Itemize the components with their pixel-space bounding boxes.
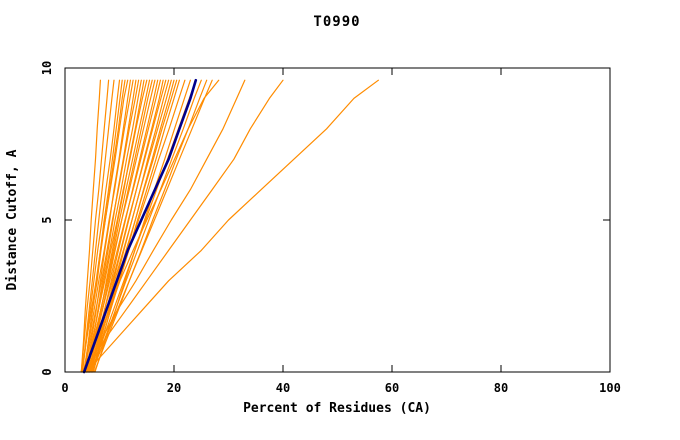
series-lines xyxy=(80,78,379,374)
series-line-model-11 xyxy=(83,79,140,373)
y-tick-label: 5 xyxy=(40,216,54,223)
y-tick-label: 10 xyxy=(40,61,54,75)
y-tick-label: 0 xyxy=(40,368,54,375)
x-tick-label: 100 xyxy=(599,381,621,395)
chart-title: T0990 xyxy=(313,14,360,30)
series-line-model-01 xyxy=(80,79,102,373)
series-line-model-19 xyxy=(86,79,161,373)
series-line-model-03 xyxy=(81,79,115,373)
x-tick-label: 0 xyxy=(61,381,68,395)
series-line-model-17 xyxy=(85,79,156,373)
x-tick-label: 80 xyxy=(494,381,508,395)
series-line-model-33 xyxy=(88,79,220,373)
x-tick-label: 40 xyxy=(276,381,290,395)
series-line-model-36 xyxy=(86,79,379,373)
series-line-model-02 xyxy=(80,79,110,373)
series-line-model-26 xyxy=(91,79,180,373)
series-line-model-34 xyxy=(87,79,246,373)
axis-ticks: 0 20 40 60 80 100 0 5 10 xyxy=(40,61,621,395)
series-line-model-14 xyxy=(85,79,148,373)
series-line-model-35 xyxy=(86,79,284,373)
x-axis-label: Percent of Residues (CA) xyxy=(243,401,431,416)
series-line-model-31 xyxy=(93,79,208,373)
series-line-best-model xyxy=(82,78,198,374)
x-tick-label: 60 xyxy=(385,381,399,395)
series-line-model-32 xyxy=(91,79,213,373)
x-tick-label: 20 xyxy=(167,381,181,395)
series-line-model-09 xyxy=(82,79,134,373)
y-axis-label: Distance Cutoff, A xyxy=(5,149,20,290)
series-line-model-04 xyxy=(81,79,121,373)
series-line-model-07 xyxy=(80,79,129,373)
